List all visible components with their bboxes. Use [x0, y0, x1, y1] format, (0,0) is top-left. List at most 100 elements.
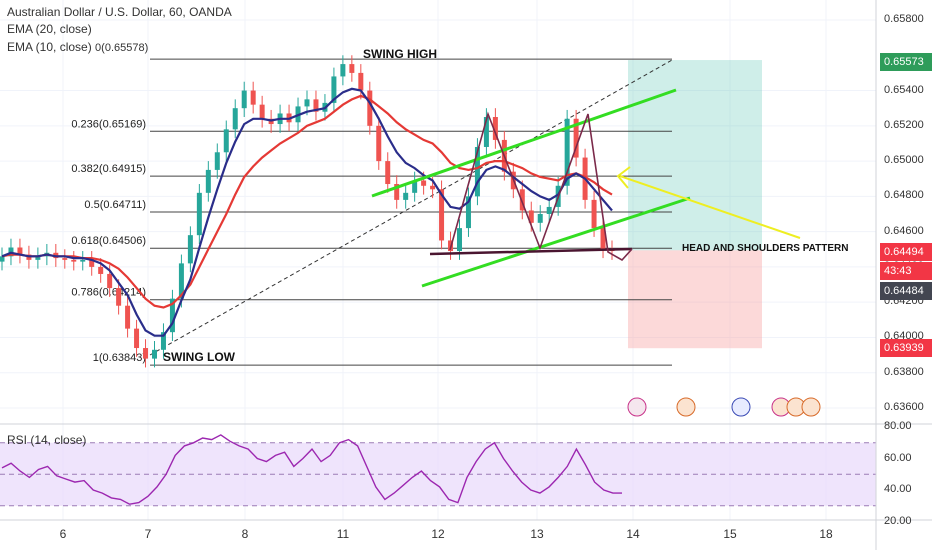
x-tick-label: 7 [145, 527, 152, 541]
x-tick-label: 8 [242, 527, 249, 541]
candle-body [178, 263, 184, 299]
candle-body [17, 247, 23, 255]
candle-body [205, 169, 211, 193]
candle-body [304, 99, 310, 107]
price-grid [0, 0, 876, 520]
price-badge: 0.63939 [880, 339, 932, 357]
candle-body [483, 117, 489, 147]
price-tick-label: 0.65400 [884, 83, 924, 96]
candle-body [35, 256, 41, 260]
candle-body [107, 273, 113, 289]
candle-body [546, 206, 552, 214]
ema20-line [1, 94, 613, 309]
rsi-line [1, 434, 622, 505]
fib-trend-dashed-line [149, 59, 673, 356]
x-tick-label: 15 [723, 527, 737, 541]
fib-level-label: 1(0.63843) [93, 352, 146, 364]
x-tick-label: 11 [337, 527, 350, 541]
candle-body [564, 118, 570, 186]
candle-body [0, 256, 5, 262]
rsi-tick-label: 20.00 [884, 514, 912, 527]
rsi-legend: RSI (14, close) [7, 433, 87, 447]
price-badge: 0.64494 [880, 243, 932, 261]
x-tick-label: 18 [819, 527, 833, 541]
candle-body [80, 259, 86, 262]
pattern-arrow-head [616, 166, 631, 189]
fib-level-label: 0.236(0.65169) [71, 118, 146, 130]
fib-level-label: 0.786(0.64214) [71, 287, 146, 299]
candle-body [62, 258, 68, 260]
event-icons [627, 397, 821, 417]
candle-body [71, 259, 77, 262]
ema10-line [1, 87, 613, 337]
candle-body [457, 228, 462, 252]
candle-body [134, 328, 140, 349]
price-tick-label: 0.63800 [884, 365, 924, 378]
event-flag-icon [676, 397, 696, 417]
fib-level-label: 0.382(0.64915) [71, 163, 146, 175]
price-tick-label: 0.64800 [884, 189, 924, 202]
candle-body [349, 64, 355, 73]
candle-body [232, 108, 238, 130]
position-zone [628, 60, 762, 349]
channel-upper-line [371, 88, 677, 198]
ema10-label: EMA (10, close) [7, 40, 92, 54]
candle-body [376, 125, 382, 162]
event-flag-icon [731, 397, 751, 417]
rsi-lines [0, 442, 876, 507]
candles [0, 55, 615, 368]
price-tick-label: 0.64600 [884, 224, 924, 237]
candle-body [492, 117, 498, 140]
price-badge: 0.65573 [880, 53, 932, 71]
swing-high-label: SWING HIGH [363, 47, 437, 61]
candle-body [241, 90, 247, 109]
candle-body [223, 129, 229, 153]
neckline [429, 247, 633, 256]
pattern-arrow-line [619, 175, 801, 239]
ema10-legend: EMA (10, close) 0(0.65578) [7, 40, 148, 54]
swing-low-label: SWING LOW [163, 350, 236, 364]
candle-body [367, 90, 373, 126]
candle-body [439, 189, 445, 241]
channel-lower-line [421, 196, 691, 288]
event-flag-icon [801, 397, 821, 417]
candle-body [196, 192, 202, 236]
candle-body [394, 184, 400, 200]
candle-body [340, 64, 346, 77]
candle-body [421, 180, 427, 186]
candle-body [358, 72, 364, 91]
price-tick-label: 0.63600 [884, 401, 924, 413]
rsi-tick-label: 60.00 [884, 451, 912, 464]
candle-body [259, 104, 265, 119]
x-tick-label: 12 [431, 527, 445, 541]
candle-body [214, 152, 220, 170]
candle-body [116, 288, 122, 306]
candle-body [250, 90, 256, 105]
x-tick-label: 14 [626, 527, 640, 541]
x-axis: 6 7 8 11 12 13 14 15 18 [60, 527, 833, 541]
candle-body [600, 228, 606, 250]
candle-body [125, 305, 131, 329]
candle-body [591, 199, 597, 229]
rsi-tick-label: 80.00 [884, 420, 912, 432]
rsi-band [0, 442, 876, 506]
candle-body [474, 146, 480, 197]
head-shoulders-drawing [449, 111, 633, 262]
fib-level-label: 0.5(0.64711) [84, 199, 146, 211]
x-tick-label: 6 [60, 527, 67, 541]
fib-level-label: 0.618(0.64506) [71, 235, 146, 247]
candle-body [160, 332, 166, 350]
candle-body [313, 99, 319, 112]
candle-body [89, 259, 95, 267]
rsi-tick-label: 40.00 [884, 483, 912, 495]
candle-body [412, 180, 418, 193]
pattern-label: HEAD AND SHOULDERS PATTERN [682, 243, 848, 254]
candle-body [143, 348, 149, 359]
x-tick-label: 13 [530, 527, 544, 541]
candle-body [430, 185, 436, 190]
candle-body [98, 266, 104, 274]
candle-body [385, 161, 391, 185]
price-badge: 0.64484 [880, 282, 932, 300]
candle-body [519, 189, 525, 211]
